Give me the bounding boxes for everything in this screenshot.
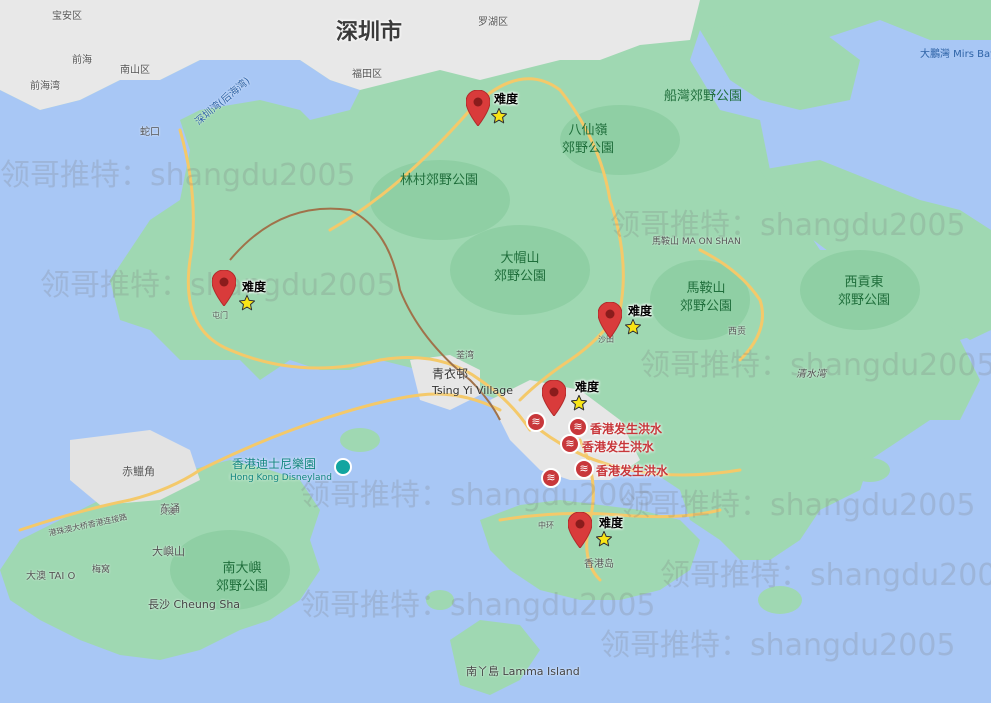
place-label: 大嶼山 [152, 545, 185, 558]
park-label: 林村郊野公園 [400, 173, 479, 188]
islet [340, 428, 380, 452]
park-label: 八仙嶺 郊野公園 [562, 123, 615, 156]
watermark: 领哥推特：shangdu2005 [640, 348, 991, 383]
place-label: 赤鱲角 [122, 465, 155, 478]
park-label: 南大嶼 郊野公園 [216, 561, 269, 594]
shenzhen-urban [0, 0, 700, 110]
disneyland-label-en[interactable]: Hong Kong Disneyland [230, 473, 332, 483]
rail-line [229, 207, 501, 421]
difficulty-label: 难度 [599, 516, 624, 530]
place-label: 屯门 [212, 311, 228, 320]
disneyland-icon[interactable] [334, 458, 352, 476]
sai-kung-landmass [760, 160, 991, 340]
flood-icon[interactable]: ≋ [526, 412, 546, 432]
place-label: 南丫島 Lamma Island [466, 665, 580, 678]
hk-island [480, 500, 700, 600]
place-label: 罗湖区 [478, 17, 508, 28]
kowloon-urban [490, 380, 640, 480]
place-label: Tsing Yi Village [432, 384, 513, 397]
location-pin-icon[interactable] [466, 90, 490, 126]
place-label: 前海湾 [30, 81, 60, 92]
flood-icon[interactable]: ≋ [541, 468, 561, 488]
park-label: 大帽山 郊野公園 [494, 251, 547, 284]
location-pin-icon[interactable] [542, 380, 566, 416]
flood-label[interactable]: 香港发生洪水 [590, 422, 663, 436]
watermark: 领哥推特：shangdu2005 [620, 488, 976, 523]
islet [742, 410, 778, 430]
place-label: 清水湾 [796, 369, 826, 380]
park-shade [450, 225, 590, 315]
flood-label[interactable]: 香港发生洪水 [596, 464, 669, 478]
place-label: 沙田 [598, 335, 614, 344]
flood-icon[interactable]: ≋ [568, 417, 588, 437]
islet [426, 590, 454, 610]
place-label: 西贡 [728, 327, 747, 337]
watermark: 领哥推特：shangdu2005 [0, 158, 356, 193]
watermark: 领哥推特：shangdu2005 [300, 588, 656, 623]
park-shade [560, 105, 680, 175]
place-label: 中环 [538, 521, 554, 530]
difficulty-label: 难度 [494, 92, 519, 106]
difficulty-label: 难度 [628, 304, 653, 318]
park-shade [650, 260, 750, 340]
islet [850, 458, 890, 482]
park-shade [170, 530, 290, 610]
lamma-island [450, 620, 540, 695]
place-label: 南山区 [120, 65, 150, 76]
location-pin-icon[interactable] [212, 270, 236, 306]
flood-label[interactable]: 香港发生洪水 [582, 440, 655, 454]
lantau-island [0, 460, 320, 660]
disneyland-label[interactable]: 香港迪士尼樂園 [232, 457, 317, 471]
place-label: 梅窝 [92, 565, 111, 575]
place-label: 前海 [72, 55, 92, 66]
place-label: 东涌 [160, 504, 180, 515]
islet [758, 586, 802, 614]
park-shade [800, 250, 920, 330]
watermark: 领哥推特：shangdu2005 [600, 628, 956, 663]
watermark: 领哥推特：shangdu2005 [610, 208, 966, 243]
place-label: 宝安区 [52, 11, 82, 22]
park-label: 馬鞍山 郊野公園 [680, 281, 733, 314]
watermark: 领哥推特：shangdu2005 [660, 558, 991, 593]
watermark: 领哥推特：shangdu2005 [300, 478, 656, 513]
city-label: 深圳市 [336, 20, 403, 45]
roads [18, 77, 764, 582]
place-label: 長沙 Cheung Sha [148, 598, 241, 611]
place-label: 馬鞍山 MA ON SHAN [652, 237, 741, 247]
ne-islands [700, 20, 860, 110]
park-label: 西貢東 郊野公園 [838, 275, 891, 308]
difficulty-label: 难度 [575, 380, 600, 394]
flood-icon[interactable]: ≋ [574, 459, 594, 479]
place-label: 香港岛 [584, 559, 614, 570]
islet [805, 431, 835, 449]
difficulty-label: 难度 [242, 280, 267, 294]
place-label: 蛇口 [140, 127, 160, 138]
park-shade [370, 160, 510, 240]
islet [906, 372, 934, 388]
place-label: 荃湾 [456, 351, 475, 361]
place-label: 青衣邨 [432, 367, 469, 381]
place-label: 福田区 [352, 69, 382, 80]
place-label: 大澳 TAI O [26, 571, 76, 582]
park-label: 船灣郊野公園 [664, 89, 743, 104]
flood-icon[interactable]: ≋ [560, 434, 580, 454]
location-pin-icon[interactable] [568, 512, 592, 548]
place-label: 贝澳 [160, 507, 176, 516]
water-label: 大鵬灣 Mirs Bay [920, 49, 991, 60]
location-pin-icon[interactable] [598, 302, 622, 338]
